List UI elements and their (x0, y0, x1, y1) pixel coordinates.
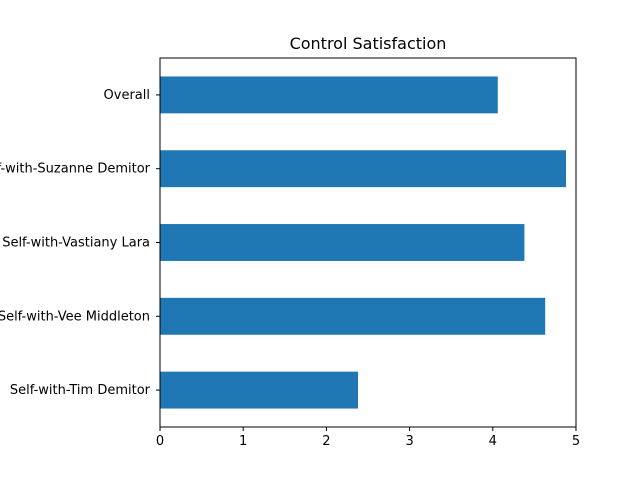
y-tick-label: Self-with-Tim Demitor (10, 383, 151, 398)
bar-group (160, 76, 567, 409)
y-tick-label: Self-with-Suzanne Demitor (0, 162, 151, 177)
y-tick-labels: Overall Self-with-Suzanne Demitor Self-wit… (0, 88, 160, 398)
bar (160, 297, 546, 335)
y-tick-label: Self-with-Vastiany Lara (2, 236, 150, 251)
x-tick-label: 3 (405, 434, 413, 449)
x-axis: 0 1 2 3 4 5 (156, 427, 580, 449)
x-tick-label: 0 (156, 434, 164, 449)
bar (160, 224, 525, 261)
plot-frame (159, 57, 577, 428)
y-tick-label: Self-with-Vee Middleton (0, 309, 150, 324)
y-tick-label: Overall (104, 88, 150, 103)
bar (160, 371, 359, 409)
bar (160, 76, 498, 114)
x-tick-label: 4 (489, 434, 497, 449)
x-tick-label: 2 (322, 434, 330, 449)
bar (160, 150, 567, 188)
x-tick-label: 5 (572, 434, 580, 449)
chart-title: Control Satisfaction (290, 34, 447, 53)
x-tick-label: 1 (239, 434, 247, 449)
